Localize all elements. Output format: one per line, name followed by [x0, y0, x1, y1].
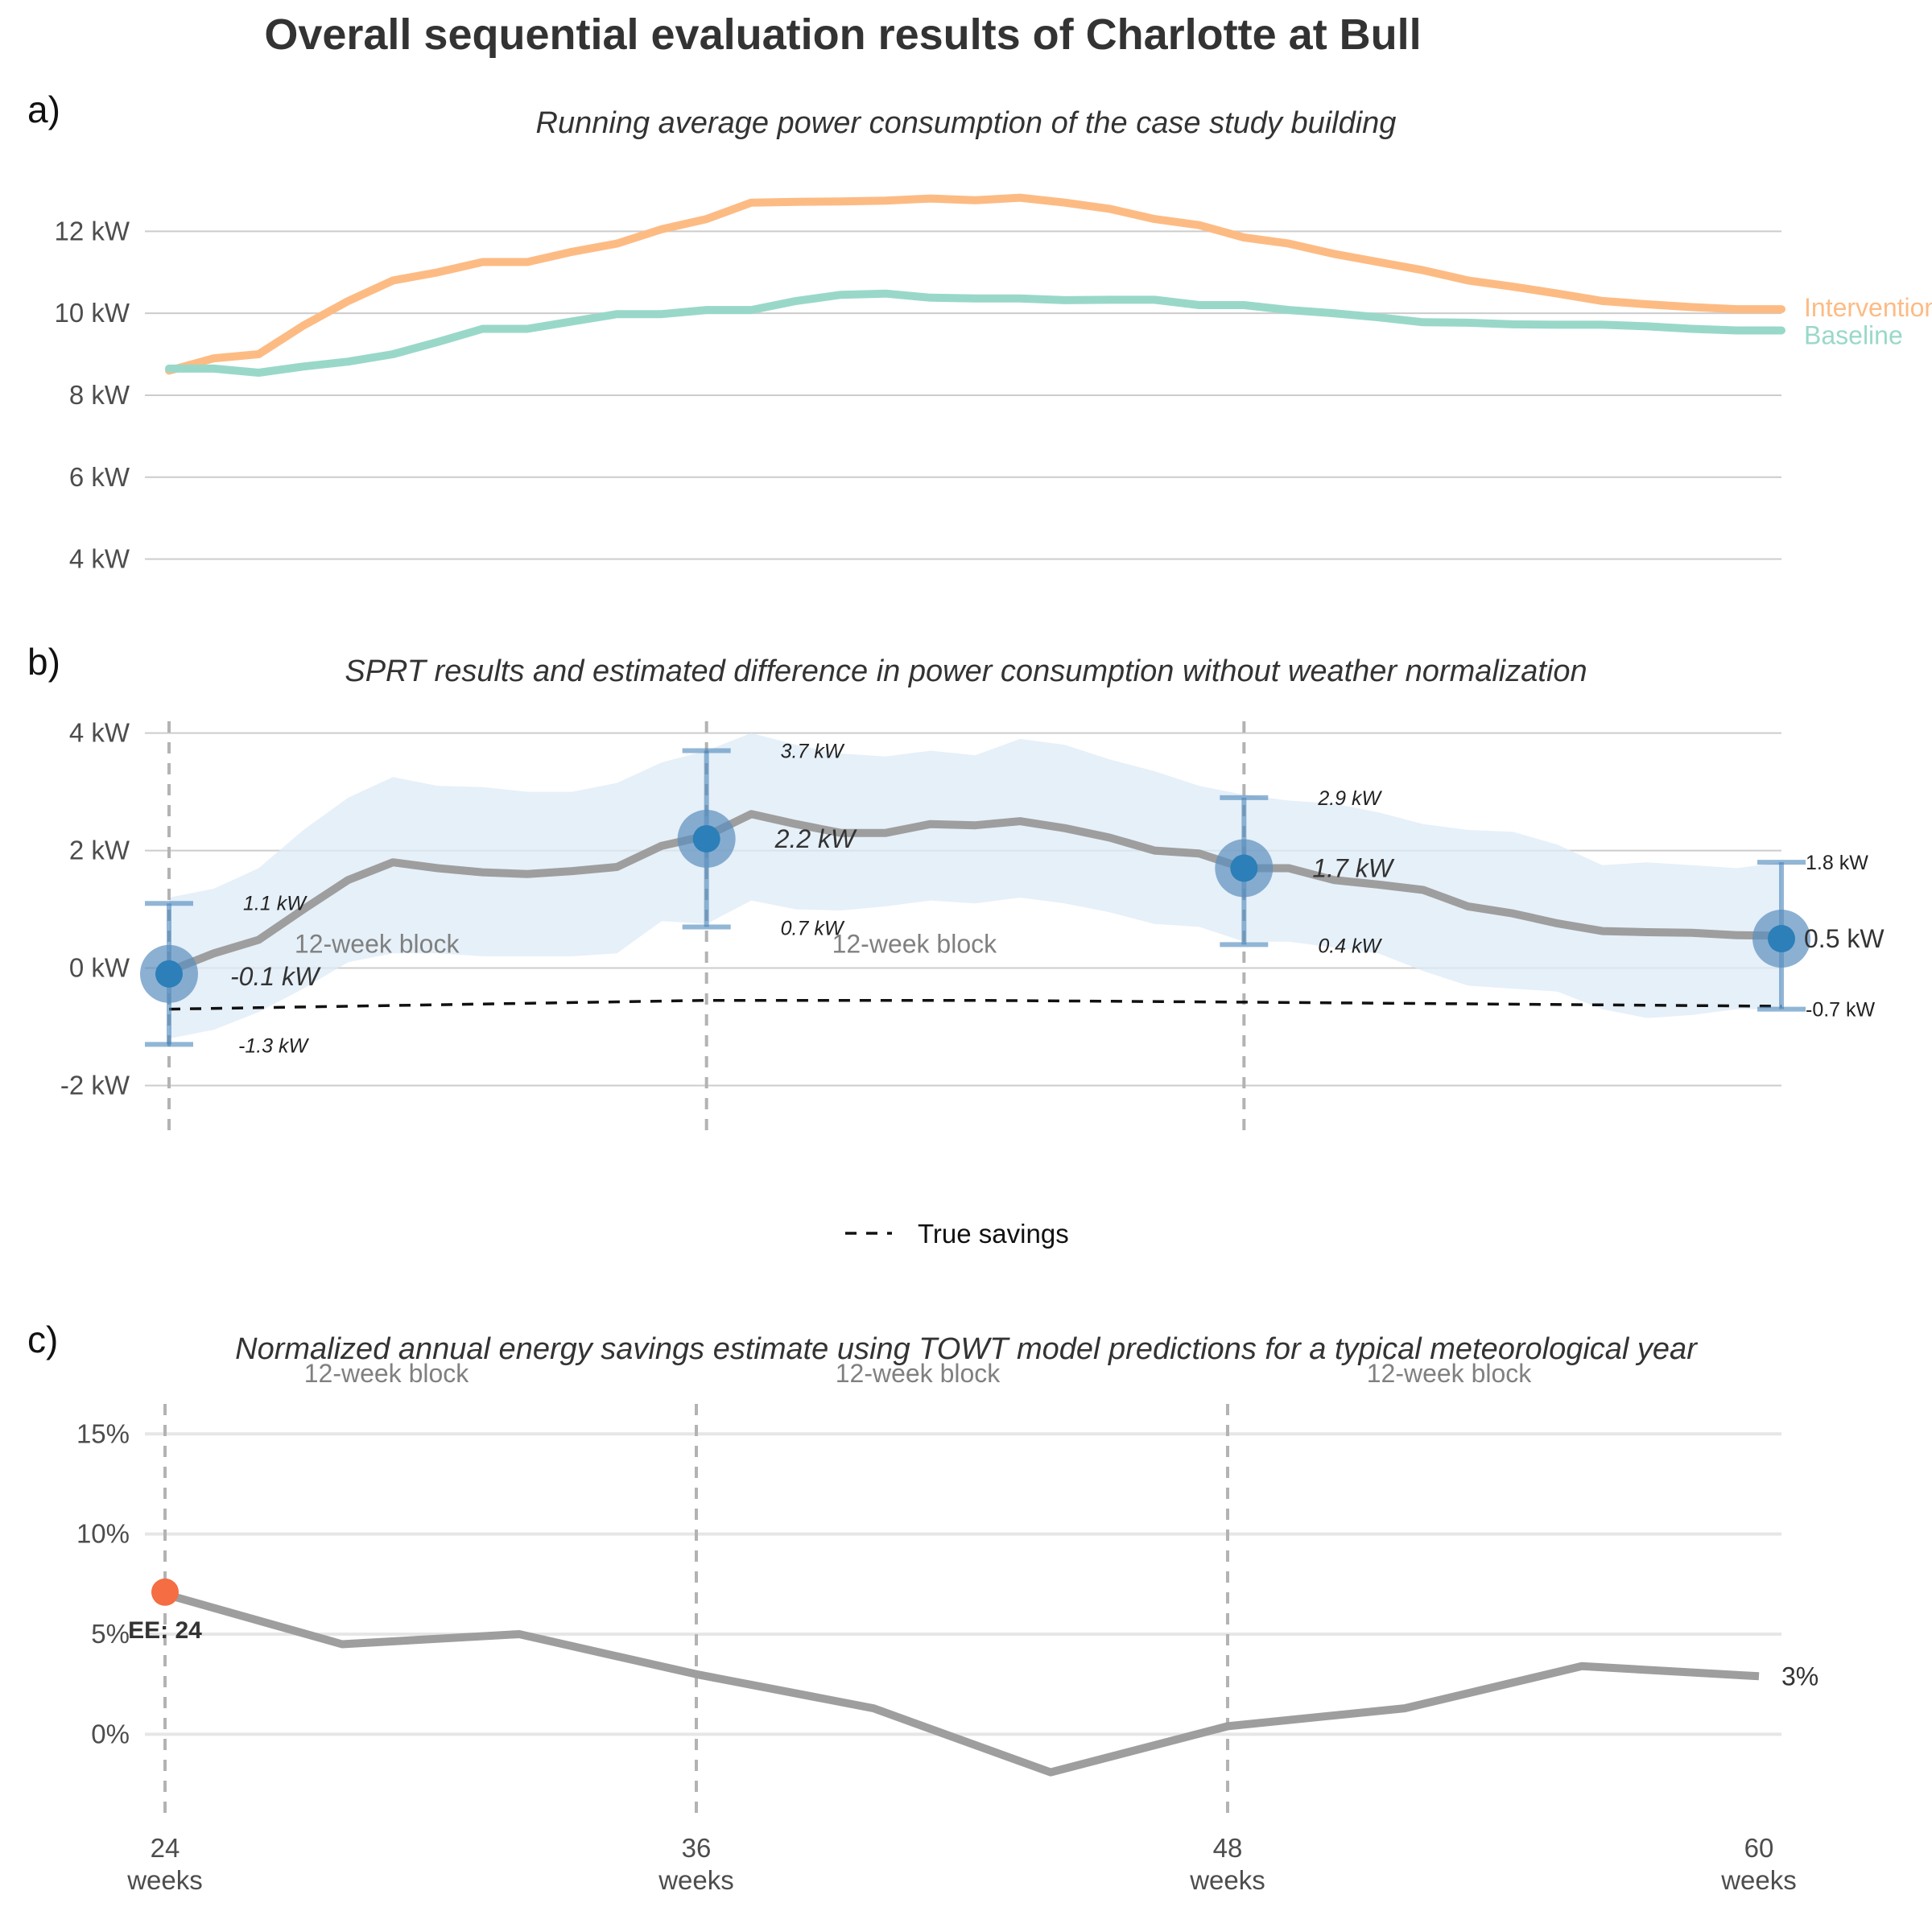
- panel-b-estimate-point: [1230, 854, 1258, 882]
- panel-c-x-tick-label: 36: [682, 1833, 712, 1863]
- panel-b-ci-band: [169, 733, 1781, 1039]
- panel-a-title: Running average power consumption of the…: [536, 106, 1397, 140]
- panel-b-estimate-point: [692, 824, 720, 852]
- panel-b-lower-label: 0.4 kW: [1318, 935, 1382, 957]
- panel-a-y-tick-label: 8 kW: [69, 380, 130, 410]
- panel-c-tag: c): [27, 1319, 58, 1360]
- panel-c-series: 3% EE: 24: [128, 1578, 1818, 1777]
- panel-b-upper-label: 3.7 kW: [781, 740, 845, 762]
- panel-b-estimate-point: [1768, 925, 1795, 953]
- panel-b-y-tick-label: 2 kW: [69, 836, 130, 865]
- panel-b-lower-label: 0.7 kW: [781, 917, 845, 939]
- figure-title: Overall sequential evaluation results of…: [264, 10, 1421, 59]
- panel-a-tag: a): [27, 89, 60, 130]
- panel-b-upper-label: 1.8 kW: [1806, 852, 1868, 874]
- panel-b-y-tick-label: 0 kW: [69, 953, 130, 983]
- panel-b-estimate-point: [155, 960, 183, 988]
- panel-b-lower-label: -1.3 kW: [238, 1034, 310, 1057]
- panel-b-confidence-band: [169, 733, 1781, 1039]
- panel-b-estimate-label: 0.5 kW: [1804, 924, 1885, 953]
- panel-c-end-label: 3%: [1781, 1662, 1818, 1690]
- panel-c-block-label: 12-week block: [304, 1359, 470, 1388]
- panel-c-grid: [145, 1432, 1781, 1736]
- panel-c-block-label: 12-week block: [836, 1359, 1001, 1388]
- panel-c-block-label: 12-week block: [1367, 1359, 1533, 1388]
- panel-a-y-tick-label: 4 kW: [69, 544, 130, 574]
- panel-b-block-label: 12-week block: [832, 930, 998, 959]
- panel-b-estimates: -0.1 kW 1.1 kW -1.3 kW 2.2 kW 3.7 kW 0.7 kW 1.…: [140, 740, 1885, 1057]
- panel-c-x-tick-label: 48: [1213, 1833, 1243, 1863]
- panel-b-estimate-label: 1.7 kW: [1312, 853, 1394, 882]
- panel-a-grid: [145, 230, 1781, 560]
- panel-c-x-tick-unit: weeks: [1189, 1865, 1265, 1895]
- panel-b-lower-label: -0.7 kW: [1806, 999, 1876, 1022]
- panel-b-y-axis: -2 kW 0 kW 2 kW 4 kW: [60, 718, 130, 1100]
- panel-c-x-tick-unit: weeks: [126, 1865, 203, 1895]
- panel-a-series-line-intervention: [165, 193, 1785, 375]
- panel-a-y-tick-label: 6 kW: [69, 462, 130, 492]
- panel-a-y-tick-label: 10 kW: [54, 298, 130, 328]
- panel-c-savings-line: [163, 1590, 1760, 1777]
- panel-c-y-tick-label: 0%: [91, 1719, 130, 1748]
- panel-c-title: Normalized annual energy savings estimat…: [235, 1332, 1698, 1366]
- panel-c-early-end-label: EE: 24: [128, 1617, 202, 1644]
- panel-c-x-tick-label: 24: [151, 1833, 180, 1863]
- legend-true-savings-label: True savings: [918, 1219, 1069, 1249]
- panel-b-block-label: 12-week block: [295, 930, 460, 959]
- panel-c-x-tick-unit: weeks: [658, 1865, 734, 1895]
- panel-b-y-tick-label: -2 kW: [60, 1071, 130, 1100]
- panel-c-x-tick-label: 60: [1744, 1833, 1774, 1863]
- panel-b-block-lines: 12-week block 12-week block: [167, 721, 1246, 1139]
- panel-a-series-label-baseline: Baseline: [1804, 321, 1903, 350]
- panel-a-series-label-intervention: Intervention: [1804, 293, 1932, 322]
- panel-c-block-lines: 12-week block 12-week block 12-week block: [163, 1359, 1533, 1821]
- panel-b-upper-label: 1.1 kW: [243, 892, 308, 914]
- panel-b-true-savings-line: [168, 998, 1782, 1011]
- panel-b-series: [167, 810, 1782, 1011]
- panel-b-estimate-label: -0.1 kW: [230, 962, 321, 991]
- panel-a: a) Running average power consumption of …: [27, 89, 1932, 574]
- panel-a-y-axis: 4 kW 6 kW 8 kW 10 kW 12 kW: [54, 216, 130, 573]
- panel-b: b) SPRT results and estimated difference…: [27, 641, 1885, 1249]
- panel-b-legend: True savings: [845, 1219, 1069, 1249]
- panel-c-x-tick-unit: weeks: [1720, 1865, 1797, 1895]
- panel-c-y-tick-label: 5%: [91, 1619, 130, 1649]
- panel-a-y-tick-label: 12 kW: [54, 216, 130, 246]
- panel-b-y-tick-label: 4 kW: [69, 718, 130, 748]
- panel-c-y-tick-label: 10%: [76, 1519, 130, 1549]
- panel-b-difference-line: [167, 810, 1782, 975]
- panel-b-title: SPRT results and estimated difference in…: [345, 654, 1587, 688]
- panel-c-y-tick-label: 15%: [76, 1418, 130, 1448]
- panel-a-series-line-baseline: [165, 289, 1785, 377]
- panel-c-early-end-point: [151, 1578, 179, 1606]
- panel-b-tag: b): [27, 641, 60, 683]
- panel-b-upper-label: 2.9 kW: [1317, 787, 1382, 810]
- panel-b-estimate-label: 2.2 kW: [774, 824, 857, 853]
- panel-c: c) Normalized annual energy savings esti…: [27, 1319, 1818, 1895]
